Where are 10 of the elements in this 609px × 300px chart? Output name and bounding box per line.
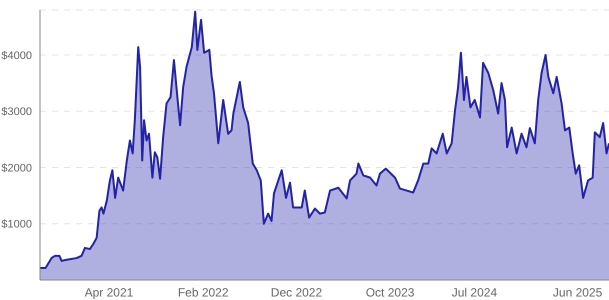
- x-tick-label: Jul 2024: [452, 286, 498, 300]
- x-tick-label: Dec 2022: [270, 286, 322, 300]
- x-tick-label: Oct 2023: [366, 286, 415, 300]
- x-tick-label: Jun 2025: [552, 286, 603, 300]
- y-tick-label: $1000: [1, 218, 32, 231]
- x-tick-label: Apr 2021: [84, 286, 134, 300]
- y-tick-label: $4000: [1, 50, 32, 62]
- y-tick-label: $2000: [1, 162, 32, 174]
- y-tick-label: $3000: [1, 106, 32, 118]
- x-tick-label: Feb 2022: [178, 286, 229, 300]
